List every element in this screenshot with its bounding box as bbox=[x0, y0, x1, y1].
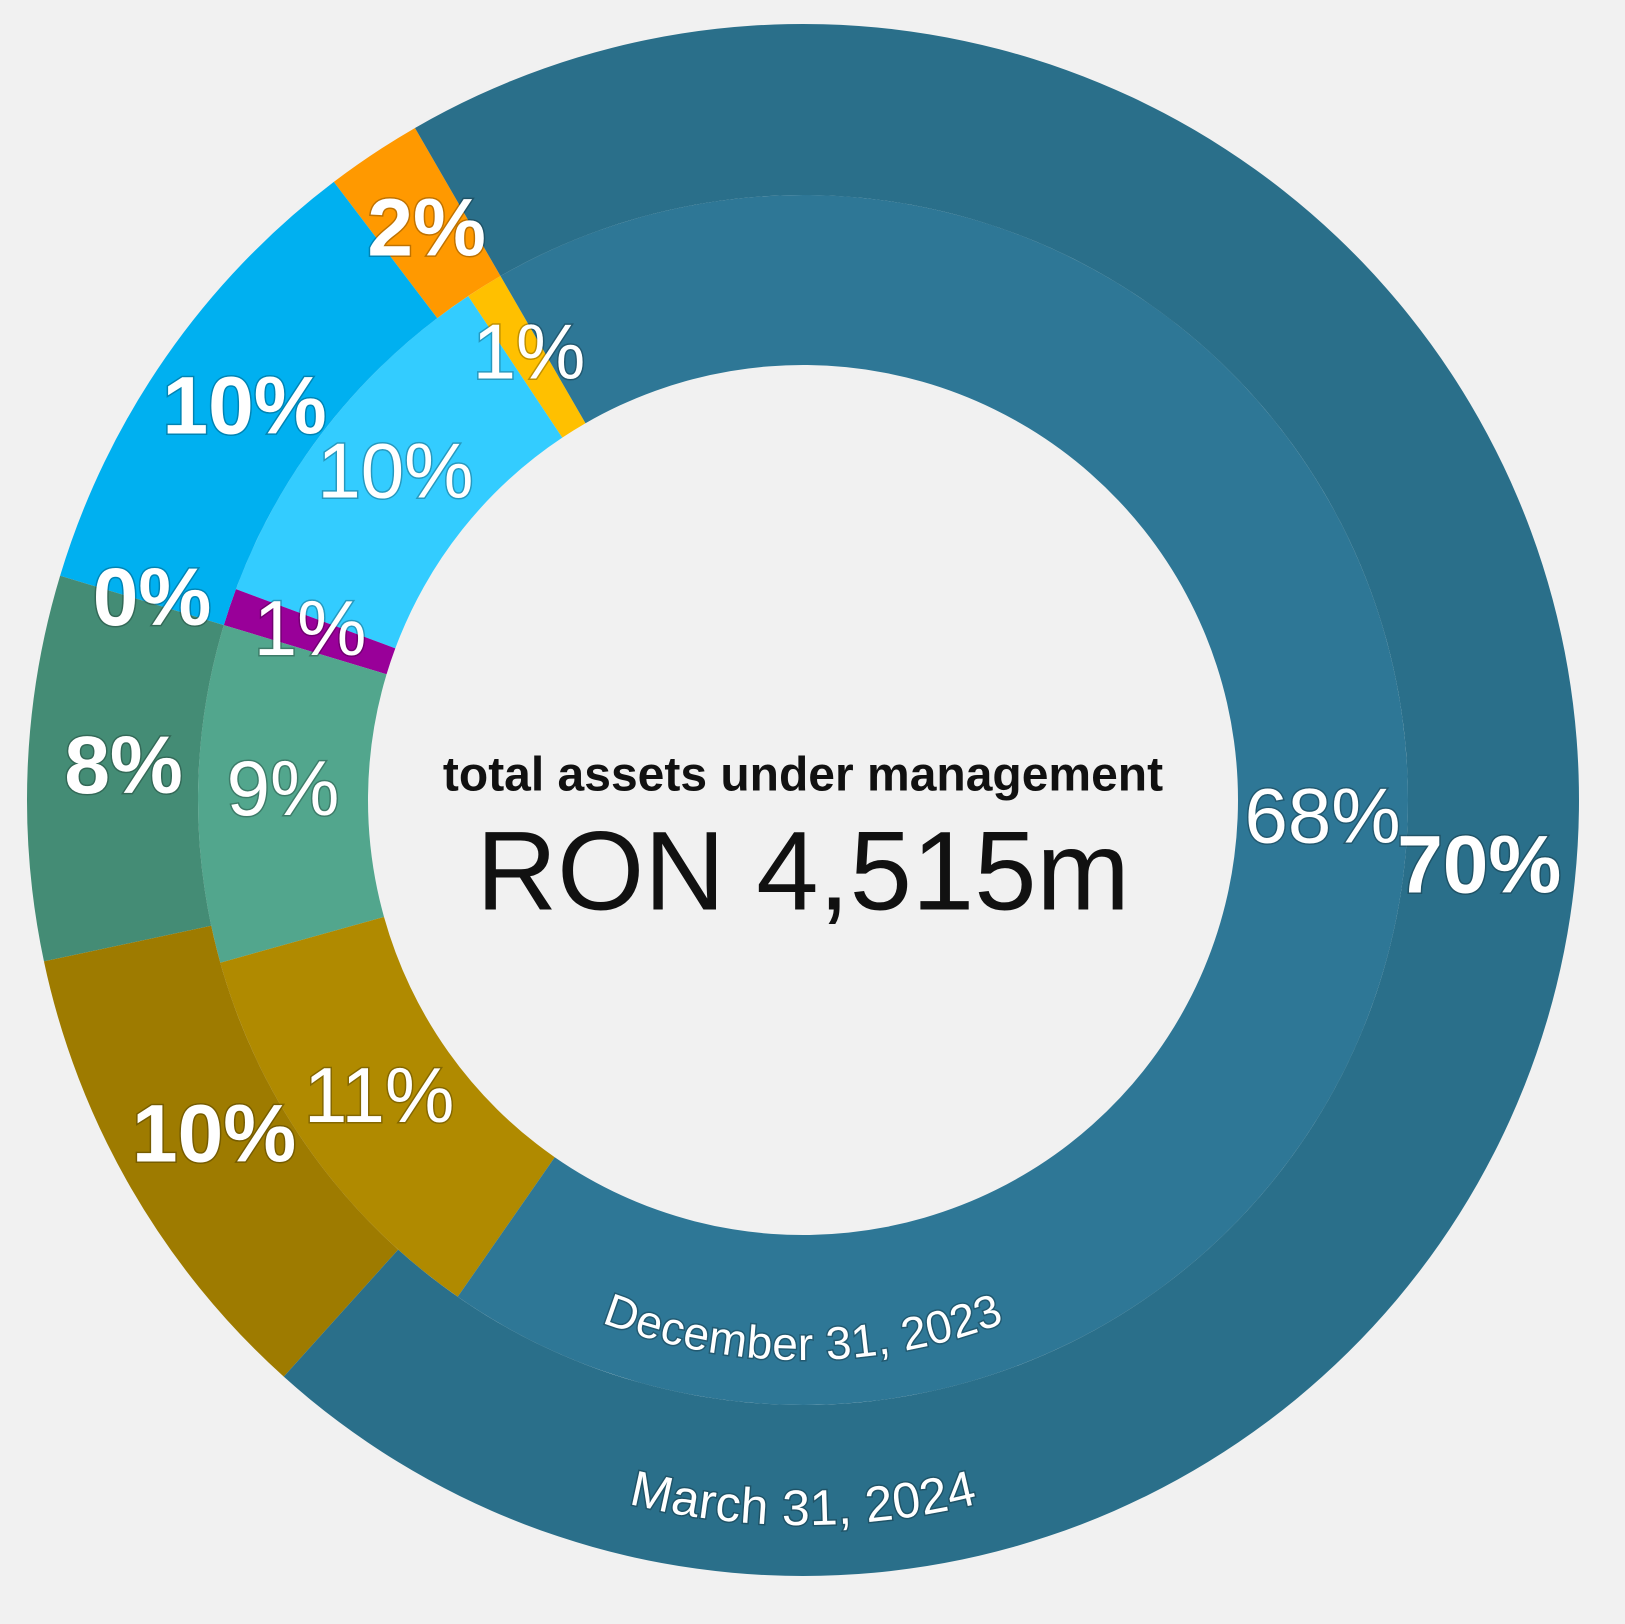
data-label: 70% bbox=[1397, 820, 1561, 911]
donut-slice bbox=[220, 916, 555, 1297]
donut-slice bbox=[43, 925, 399, 1377]
donut-slice bbox=[26, 575, 224, 962]
series-name: March 31, 2024 bbox=[626, 1460, 981, 1536]
donut-slice bbox=[468, 276, 586, 438]
donut-slice bbox=[60, 181, 438, 626]
data-label: 8% bbox=[64, 720, 183, 811]
data-label: 1% bbox=[473, 308, 586, 396]
donut-slice bbox=[223, 589, 396, 675]
data-label: 0% bbox=[93, 552, 212, 643]
chart-subtitle: RON 4,515m bbox=[476, 809, 1130, 934]
donut-slice bbox=[333, 127, 501, 319]
data-label: 68% bbox=[1244, 771, 1400, 859]
donut-slice bbox=[197, 625, 387, 963]
data-label: 2% bbox=[367, 182, 486, 273]
series-name-text: March 31, 2024 bbox=[624, 1459, 982, 1538]
data-label: 9% bbox=[227, 744, 340, 832]
data-label: 10% bbox=[132, 1089, 296, 1180]
donut-slice bbox=[235, 296, 563, 649]
data-label: 11% bbox=[304, 1051, 454, 1139]
donut-slice bbox=[457, 195, 1408, 1405]
data-label: 10% bbox=[317, 427, 473, 515]
donut-slice bbox=[283, 24, 1579, 1577]
data-label: 1% bbox=[254, 584, 367, 672]
chart-title: total assets under management bbox=[443, 749, 1163, 802]
label-layer: 70%10%8%0%10%2%March 31, 202468%11%9%1%1… bbox=[63, 181, 1563, 1538]
data-label: 10% bbox=[163, 361, 327, 452]
